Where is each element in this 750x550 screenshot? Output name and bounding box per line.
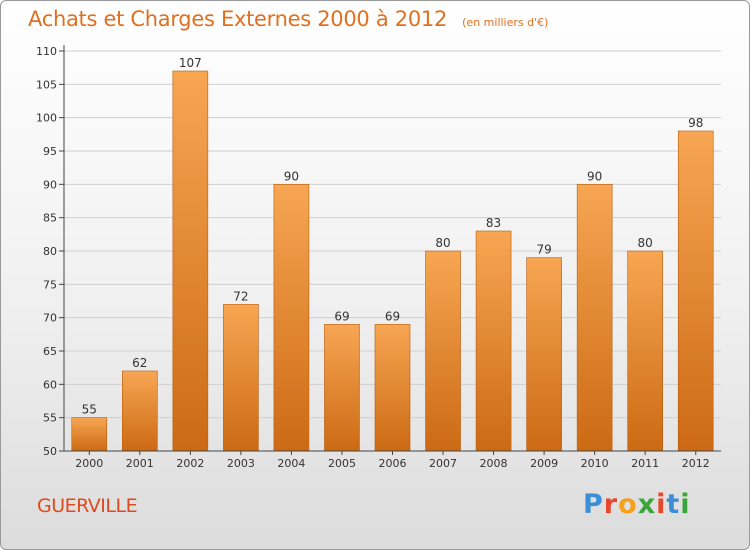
x-tick-label: 2008 xyxy=(480,457,508,470)
x-tick-label: 2004 xyxy=(277,457,305,470)
bar xyxy=(223,304,259,452)
commune-name: GUERVILLE xyxy=(37,495,138,517)
bar xyxy=(627,250,663,452)
x-tick-label: 2011 xyxy=(631,457,659,470)
proxiti-logo[interactable]: Proxiti xyxy=(583,489,691,520)
y-tick-label: 100 xyxy=(36,112,57,125)
data-label: 107 xyxy=(179,56,202,70)
y-tick-label: 65 xyxy=(43,345,57,358)
bar xyxy=(475,230,512,452)
logo-letter: o xyxy=(618,489,638,520)
y-tick-label: 80 xyxy=(43,245,57,258)
data-label: 55 xyxy=(82,403,97,417)
y-tick-label: 55 xyxy=(43,412,57,425)
y-tick-label: 70 xyxy=(43,312,57,325)
x-tick-label: 2007 xyxy=(429,457,457,470)
bars: 55 62 107 72 90 69 69 80 83 79 90 80 98 xyxy=(71,56,714,452)
bar xyxy=(324,324,360,452)
y-tick-label: 95 xyxy=(43,145,57,158)
data-label: 72 xyxy=(233,289,248,303)
logo-letter: t xyxy=(666,489,681,520)
x-tick-label: 2005 xyxy=(328,457,356,470)
x-tick-label: 2002 xyxy=(176,457,204,470)
bar xyxy=(374,324,411,452)
chart-title: Achats et Charges Externes 2000 à 2012 xyxy=(28,7,448,31)
bar xyxy=(425,250,461,452)
data-label: 90 xyxy=(587,169,602,183)
bar xyxy=(273,184,310,452)
x-tick-label: 2006 xyxy=(379,457,407,470)
logo-letter: r xyxy=(603,489,619,520)
y-tick-label: 85 xyxy=(43,212,57,225)
x-tick-label: 2009 xyxy=(530,457,558,470)
logo-letter: i xyxy=(680,489,691,520)
data-label: 69 xyxy=(334,309,349,323)
x-tick-label: 2012 xyxy=(682,457,710,470)
y-tick-label: 110 xyxy=(36,45,57,58)
bar xyxy=(677,130,714,452)
axes: 50 55 60 65 70 75 80 85 90 95 100 105 110 2000 2001 200… xyxy=(36,45,721,470)
logo-letter: i xyxy=(656,489,667,520)
y-tick-label: 90 xyxy=(43,178,57,191)
x-tick-label: 2010 xyxy=(581,457,609,470)
chart-unit: (en milliers d'€) xyxy=(462,16,549,29)
data-label: 69 xyxy=(385,309,400,323)
logo-letter: P xyxy=(583,489,604,520)
data-label: 90 xyxy=(284,169,299,183)
logo-letter: x xyxy=(637,489,657,520)
data-label: 62 xyxy=(132,356,147,370)
x-tick-label: 2001 xyxy=(126,457,154,470)
data-label: 80 xyxy=(638,236,653,250)
data-label: 80 xyxy=(435,236,450,250)
bar xyxy=(122,370,158,452)
bar xyxy=(576,184,613,452)
data-label: 79 xyxy=(536,243,551,257)
title-line: Achats et Charges Externes 2000 à 2012 (… xyxy=(28,7,548,31)
x-tick-label: 2000 xyxy=(75,457,103,470)
y-tick-label: 50 xyxy=(43,445,57,458)
data-label: 98 xyxy=(688,116,703,130)
y-tick-label: 75 xyxy=(43,278,57,291)
bar xyxy=(526,257,562,452)
data-label: 83 xyxy=(486,216,501,230)
x-tick-label: 2003 xyxy=(227,457,255,470)
y-tick-label: 60 xyxy=(43,378,57,391)
bar xyxy=(71,417,108,452)
y-tick-label: 105 xyxy=(36,78,57,91)
bar xyxy=(172,70,209,452)
